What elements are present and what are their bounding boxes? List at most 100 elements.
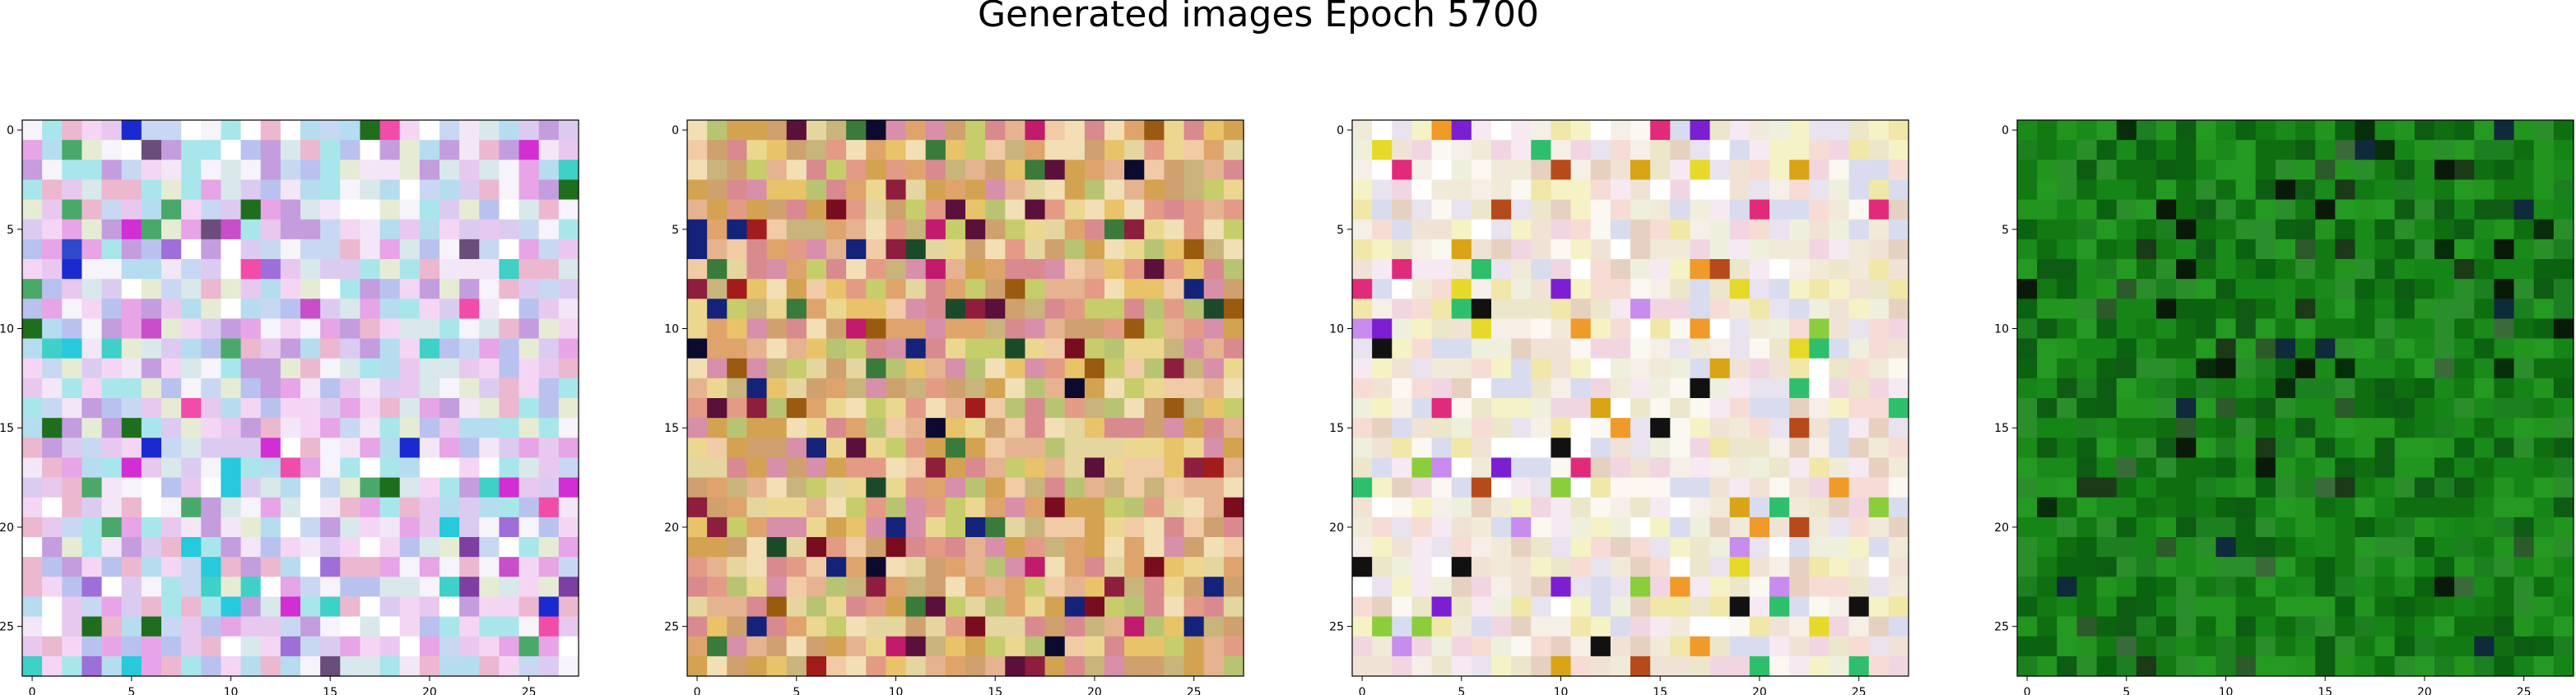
pixel bbox=[538, 477, 560, 498]
pixel bbox=[1005, 120, 1026, 141]
pixel bbox=[538, 378, 560, 399]
pixel bbox=[1769, 517, 1790, 538]
pixel bbox=[826, 120, 847, 141]
pixel bbox=[746, 378, 768, 399]
pixel bbox=[945, 656, 966, 677]
pixel bbox=[439, 497, 460, 518]
pixel bbox=[905, 656, 927, 677]
pixel bbox=[280, 497, 301, 518]
pixel bbox=[1570, 438, 1592, 459]
pixel bbox=[280, 636, 301, 657]
pixel bbox=[260, 477, 281, 498]
pixel bbox=[2116, 438, 2137, 459]
pixel bbox=[1809, 438, 1830, 459]
pixel bbox=[2454, 497, 2475, 518]
pixel bbox=[1084, 160, 1105, 181]
pixel bbox=[439, 259, 460, 280]
pixel bbox=[2434, 120, 2455, 141]
pixel bbox=[161, 457, 182, 479]
pixel bbox=[1491, 537, 1512, 558]
pixel bbox=[826, 239, 847, 260]
pixel bbox=[2037, 338, 2058, 359]
pixel bbox=[2513, 378, 2535, 399]
pixel bbox=[260, 318, 281, 340]
pixel bbox=[141, 299, 162, 320]
pixel bbox=[22, 318, 43, 340]
y-tick-label: 10 bbox=[1329, 323, 1344, 336]
pixel bbox=[2017, 477, 2038, 498]
pixel bbox=[2494, 517, 2515, 538]
pixel bbox=[459, 160, 480, 181]
pixel bbox=[1630, 577, 1651, 598]
pixel bbox=[2116, 199, 2137, 220]
pixel bbox=[2474, 140, 2495, 160]
pixel bbox=[1749, 398, 1770, 419]
pixel bbox=[2096, 239, 2118, 260]
pixel bbox=[1749, 616, 1770, 637]
pixel bbox=[2474, 338, 2495, 359]
pixel bbox=[181, 219, 202, 240]
pixel bbox=[746, 199, 768, 220]
pixel bbox=[1531, 656, 1552, 677]
pixel bbox=[1352, 120, 1373, 141]
pixel bbox=[558, 239, 579, 260]
pixel bbox=[2374, 140, 2396, 160]
pixel bbox=[1888, 398, 1909, 419]
pixel bbox=[2355, 477, 2376, 498]
axes-frame bbox=[2016, 119, 2574, 677]
pixel bbox=[945, 596, 966, 618]
pixel bbox=[2394, 338, 2416, 359]
pixel bbox=[1203, 338, 1225, 359]
pixel bbox=[1183, 318, 1205, 340]
pixel bbox=[121, 656, 142, 677]
pixel bbox=[985, 199, 1006, 220]
pixel bbox=[1848, 358, 1870, 379]
pixel bbox=[1164, 239, 1185, 260]
pixel bbox=[1511, 259, 1532, 280]
pixel bbox=[826, 179, 847, 201]
pixel bbox=[260, 656, 281, 677]
pixel bbox=[340, 438, 361, 459]
pixel bbox=[2355, 378, 2376, 399]
pixel bbox=[240, 160, 262, 181]
pixel bbox=[1064, 259, 1086, 280]
pixel bbox=[2295, 179, 2316, 201]
pixel bbox=[81, 418, 103, 438]
pixel bbox=[439, 477, 460, 498]
pixel bbox=[1590, 199, 1611, 220]
pixel bbox=[1670, 179, 1691, 201]
pixel bbox=[42, 378, 63, 399]
pixel bbox=[101, 219, 123, 240]
pixel bbox=[1471, 259, 1492, 280]
pixel bbox=[2474, 596, 2495, 618]
pixel bbox=[806, 378, 827, 399]
axes-frame bbox=[21, 119, 579, 677]
pixel bbox=[1392, 299, 1413, 320]
pixel bbox=[1104, 140, 1125, 160]
pixel bbox=[1491, 120, 1512, 141]
pixel bbox=[141, 477, 162, 498]
pixel bbox=[1124, 199, 1145, 220]
pixel bbox=[161, 616, 182, 637]
pixel bbox=[2454, 557, 2475, 577]
pixel bbox=[1471, 179, 1492, 201]
pixel bbox=[1570, 457, 1592, 479]
pixel bbox=[360, 557, 381, 577]
pixel bbox=[280, 318, 301, 340]
pixel bbox=[1551, 438, 1572, 459]
pixel bbox=[101, 636, 123, 657]
pixel bbox=[786, 596, 807, 618]
pixel bbox=[1372, 537, 1393, 558]
pixel bbox=[1888, 140, 1909, 160]
pixel bbox=[925, 318, 946, 340]
pixel bbox=[2394, 378, 2416, 399]
pixel bbox=[2553, 398, 2574, 419]
pixel bbox=[1064, 438, 1086, 459]
pixel bbox=[2315, 517, 2336, 538]
pixel bbox=[2275, 517, 2296, 538]
pixel bbox=[1670, 656, 1691, 677]
pixel bbox=[1829, 457, 1850, 479]
pixel bbox=[1809, 577, 1830, 598]
pixel bbox=[1670, 418, 1691, 438]
pixel bbox=[2494, 398, 2515, 419]
